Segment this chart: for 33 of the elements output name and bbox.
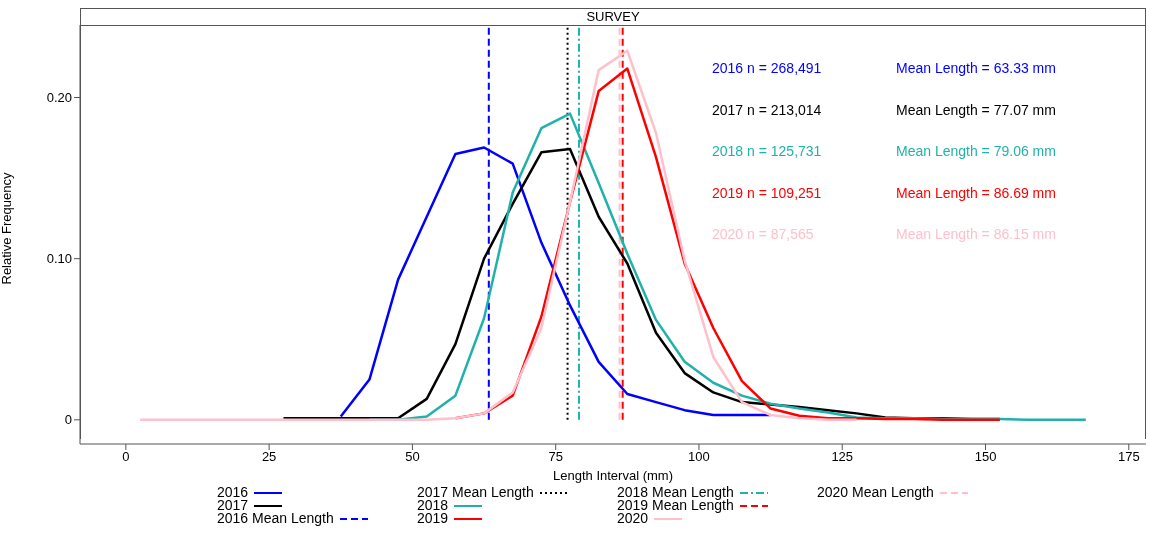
annotation: 2018 n = 125,731 bbox=[712, 143, 822, 159]
y-tick-label: 0.20 bbox=[46, 90, 72, 106]
legend-label: 2016 Mean Length bbox=[217, 510, 334, 526]
annotation: 2016 n = 268,491 bbox=[712, 60, 822, 76]
legend-label: 2019 bbox=[417, 510, 449, 526]
x-tick-label: 0 bbox=[122, 449, 130, 465]
legend-label: 2018 bbox=[417, 497, 449, 513]
annotation: 2020 n = 87,565 bbox=[712, 226, 814, 242]
legend-label: 2020 Mean Length bbox=[817, 484, 934, 500]
annotation: 2019 n = 109,251 bbox=[712, 184, 822, 201]
x-axis-title: Length Interval (mm) bbox=[553, 468, 673, 483]
y-axis-title: Relative Frequency bbox=[0, 172, 14, 285]
y-tick-label: 0.10 bbox=[46, 251, 72, 267]
chart-title: SURVEY bbox=[80, 8, 1146, 26]
x-tick-label: 75 bbox=[548, 449, 563, 465]
legend-label: 2020 bbox=[617, 510, 649, 526]
x-tick-label: 150 bbox=[974, 449, 997, 465]
annotation: 2017 n = 213,014 bbox=[712, 101, 822, 118]
legend-label: 2017 Mean Length bbox=[417, 484, 534, 500]
legend-label: 2016 bbox=[217, 484, 249, 500]
x-tick-label: 25 bbox=[261, 449, 277, 465]
x-tick-label: 175 bbox=[1117, 449, 1140, 465]
legend-label: 2017 bbox=[217, 497, 249, 513]
annotation: Mean Length = 77.07 mm bbox=[896, 101, 1056, 118]
annotation: Mean Length = 63.33 mm bbox=[896, 60, 1056, 76]
x-tick-label: 100 bbox=[688, 449, 710, 465]
annotation: Mean Length = 79.06 mm bbox=[896, 143, 1056, 159]
y-tick-label: 0 bbox=[64, 412, 72, 428]
legend-label: 2018 Mean Length bbox=[617, 484, 734, 500]
annotation: Mean Length = 86.15 mm bbox=[896, 226, 1056, 242]
x-tick-label: 50 bbox=[405, 449, 420, 465]
annotation: Mean Length = 86.69 mm bbox=[896, 184, 1056, 201]
x-tick-label: 125 bbox=[831, 449, 854, 465]
